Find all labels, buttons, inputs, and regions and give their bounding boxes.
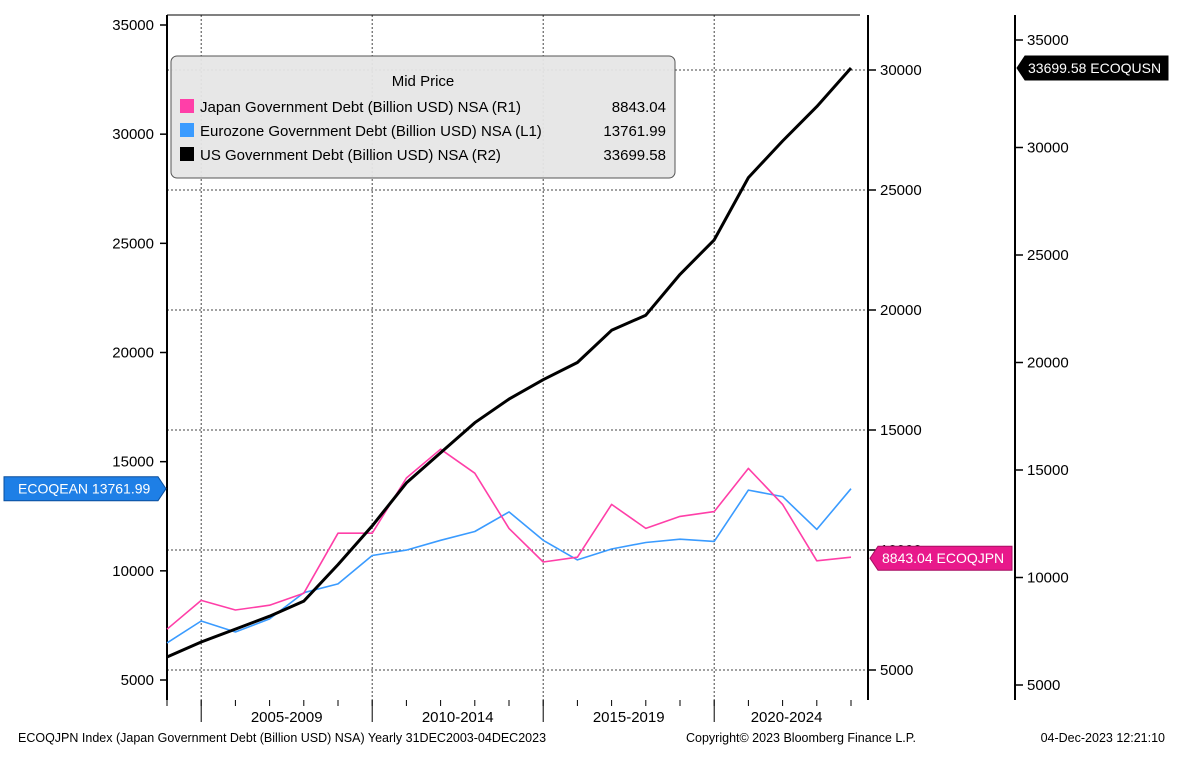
left-axis-tick-label: 5000 [121,672,154,689]
value-tags: ECOQEAN 13761.99 8843.04 ECOQJPN 33699.58 … [3,55,1169,571]
x-axis-label: 2020-2024 [751,709,823,726]
right-axis-tick-label: 35000 [1027,32,1069,49]
mid-axis-tick-label: 25000 [880,182,922,199]
right-axis-tick-label: 10000 [1027,570,1069,587]
japan-value-tag [869,545,1013,571]
series-line [166,67,853,659]
left-axis-tick-label: 15000 [112,454,154,471]
legend: Mid Price Japan Government Debt (Billion… [170,55,676,179]
legend-swatch [180,123,194,137]
legend-series-value: 33699.58 [603,147,666,164]
us-value-tag [1016,55,1169,81]
right-axis-tick-label: 20000 [1027,355,1069,372]
left-axis-tick-label: 20000 [112,345,154,362]
mid-axis-tick-label: 30000 [880,62,922,79]
legend-series-value: 8843.04 [612,99,666,116]
left-axis-tick-label: 35000 [112,17,154,34]
x-axis-label: 2005-2009 [251,709,323,726]
x-axis-label: 2010-2014 [422,709,494,726]
legend-series-name: US Government Debt (Billion USD) NSA (R2… [200,147,501,164]
x-axis-label: 2015-2019 [593,709,665,726]
footer-left: ECOQJPN Index (Japan Government Debt (Bi… [18,731,546,745]
left-axis-tick-label: 25000 [112,235,154,252]
mid-axis-tick-label: 20000 [880,302,922,319]
legend-rows: Japan Government Debt (Billion USD) NSA … [180,99,666,164]
footer-center: Copyright© 2023 Bloomberg Finance L.P. [686,731,916,745]
series-line [166,448,852,630]
series-lines [166,67,853,659]
eurozone-value-tag-label: ECOQEAN 13761.99 [18,481,151,497]
eurozone-value-tag [3,476,167,502]
left-axis-tick-label: 30000 [112,126,154,143]
right-axis-ticks: 5000 10000 15000 20000 25000 30000 35000 [1015,32,1069,694]
right-axis-tick-label: 5000 [1027,677,1060,694]
us-value-tag-label: 33699.58 ECOQUSN [1028,60,1161,76]
right-axis-tick-label: 25000 [1027,247,1069,264]
footer-right: 04-Dec-2023 12:21:10 [1041,731,1165,745]
legend-series-name: Eurozone Government Debt (Billion USD) N… [200,123,542,140]
legend-swatch [180,99,194,113]
legend-series-value: 13761.99 [603,123,666,140]
mid-axis-tick-label: 15000 [880,422,922,439]
legend-series-name: Japan Government Debt (Billion USD) NSA … [200,99,521,116]
series-line [166,488,852,644]
left-axis-tick-label: 10000 [112,563,154,580]
legend-swatch [180,147,194,161]
legend-box [170,55,676,179]
legend-title: Mid Price [392,73,455,90]
japan-value-tag-label: 8843.04 ECOQJPN [882,550,1004,566]
mid-axis-tick-label: 5000 [880,662,913,679]
x-axis-ticks: 2005-2009 2010-2014 2015-2019 2020-2024 [166,700,852,726]
left-axis-ticks: 5000 10000 15000 20000 25000 30000 35000 [112,17,167,689]
right-axis-tick-label: 15000 [1027,462,1069,479]
right-axis-tick-label: 30000 [1027,140,1069,157]
